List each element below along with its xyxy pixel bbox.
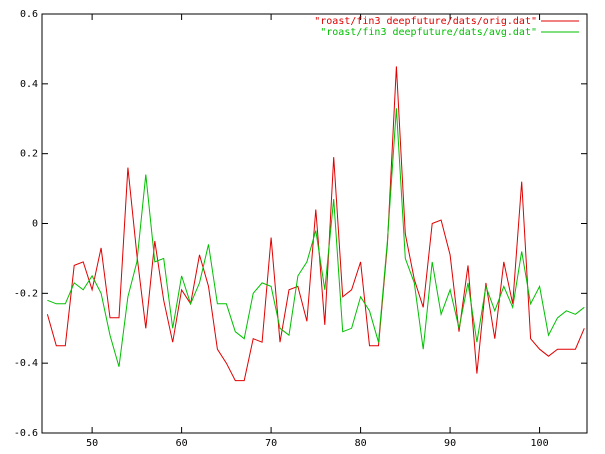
x-tick-label: 90 <box>444 438 456 449</box>
y-tick-label: -0.4 <box>14 358 38 369</box>
x-tick-label: 60 <box>176 438 188 449</box>
y-tick-label: 0.4 <box>20 79 38 90</box>
y-tick-label: 0 <box>32 219 38 230</box>
y-tick-label: -0.6 <box>14 428 38 439</box>
y-tick-label: -0.2 <box>14 288 38 299</box>
x-tick-label: 50 <box>86 438 98 449</box>
legend-label: "roast/fin3 deepfuture/dats/avg.dat" <box>320 27 537 38</box>
y-tick-label: 0.6 <box>20 9 38 20</box>
x-tick-label: 80 <box>355 438 367 449</box>
data-line <box>46 66 585 382</box>
y-tick-label: 0.2 <box>20 149 38 160</box>
x-tick-label: 70 <box>265 438 277 449</box>
legend-label: "roast/fin3 deepfuture/dats/orig.dat" <box>314 16 537 27</box>
x-tick-label: 100 <box>531 438 549 449</box>
data-line <box>47 108 585 367</box>
